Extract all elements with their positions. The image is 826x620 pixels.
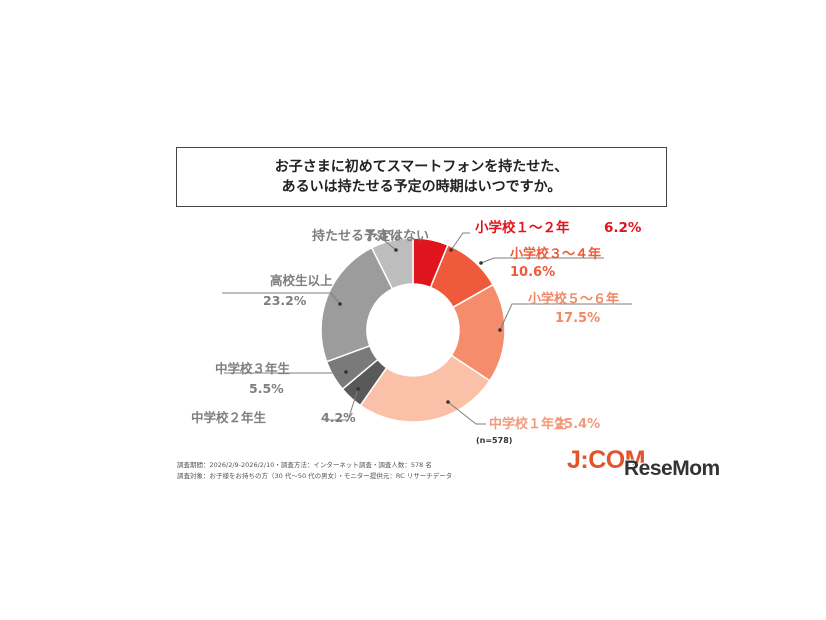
leader-dot-2: [479, 261, 483, 265]
slice-value-7: 23.2%: [263, 293, 307, 308]
slice-value-2: 10.6%: [510, 265, 555, 280]
slice-label-4: 中学校１年生: [489, 416, 567, 432]
slice-value-1: 6.2%: [604, 220, 642, 236]
slice-value-8: 7.4%: [365, 229, 401, 244]
leader-dot-5: [356, 387, 360, 391]
question-box: お子さまに初めてスマートフォンを持たせた、 あるいは持たせる予定の時期はいつです…: [176, 147, 667, 207]
slice-label-5: 中学校２年生: [191, 410, 267, 425]
leader-line-4: [447, 401, 486, 425]
sample-size-note: (n=578): [476, 436, 513, 445]
leader-line-3: [499, 303, 632, 331]
leader-dot-1: [449, 248, 453, 252]
question-line-1: お子さまに初めてスマートフォンを持たせた、: [274, 159, 569, 175]
leader-line-8: [370, 233, 397, 251]
leader-dot-4: [446, 400, 450, 404]
leader-line-2: [480, 257, 604, 264]
donut-slice-8: [370, 237, 414, 290]
slice-label-7: 高校生以上: [270, 273, 333, 288]
slice-value-4: 25.4%: [555, 417, 600, 432]
leader-line-1: [450, 232, 470, 251]
leader-dot-8: [394, 248, 398, 252]
survey-info-line: 調査期間：2026/2/9-2026/2/10・調査方法：インターネット調査・調…: [177, 461, 432, 469]
leader-dot-6: [344, 370, 348, 374]
leader-dot-7: [338, 302, 342, 306]
donut-slice-4: [359, 354, 491, 423]
question-line-2: あるいは持たせる予定の時期はいつですか。: [281, 179, 562, 195]
slice-value-6: 5.5%: [249, 381, 284, 396]
leader-line-7: [222, 292, 341, 305]
slice-value-5: 4.2%: [321, 410, 356, 425]
jcom-logo: J:COM: [567, 446, 646, 474]
leader-line-5: [325, 388, 359, 421]
slice-label-2: 小学校３～４年: [510, 246, 601, 262]
survey-target-line: 調査対象：お子様をお持ちの方（30 代～50 代の男女）・モニター提供元：RC …: [177, 472, 453, 480]
slice-label-3: 小学校５～６年: [528, 291, 619, 307]
leader-dot-3: [498, 328, 502, 332]
donut-slice-7: [320, 246, 394, 363]
resemom-logo: ReseMom: [624, 457, 720, 480]
slice-label-6: 中学校３年生: [215, 361, 291, 376]
slice-label-8: 持たせる予定はない: [312, 228, 429, 244]
slice-value-3: 17.5%: [555, 311, 600, 326]
leader-line-6: [224, 371, 347, 374]
slice-label-1: 小学校１～２年: [475, 219, 570, 236]
